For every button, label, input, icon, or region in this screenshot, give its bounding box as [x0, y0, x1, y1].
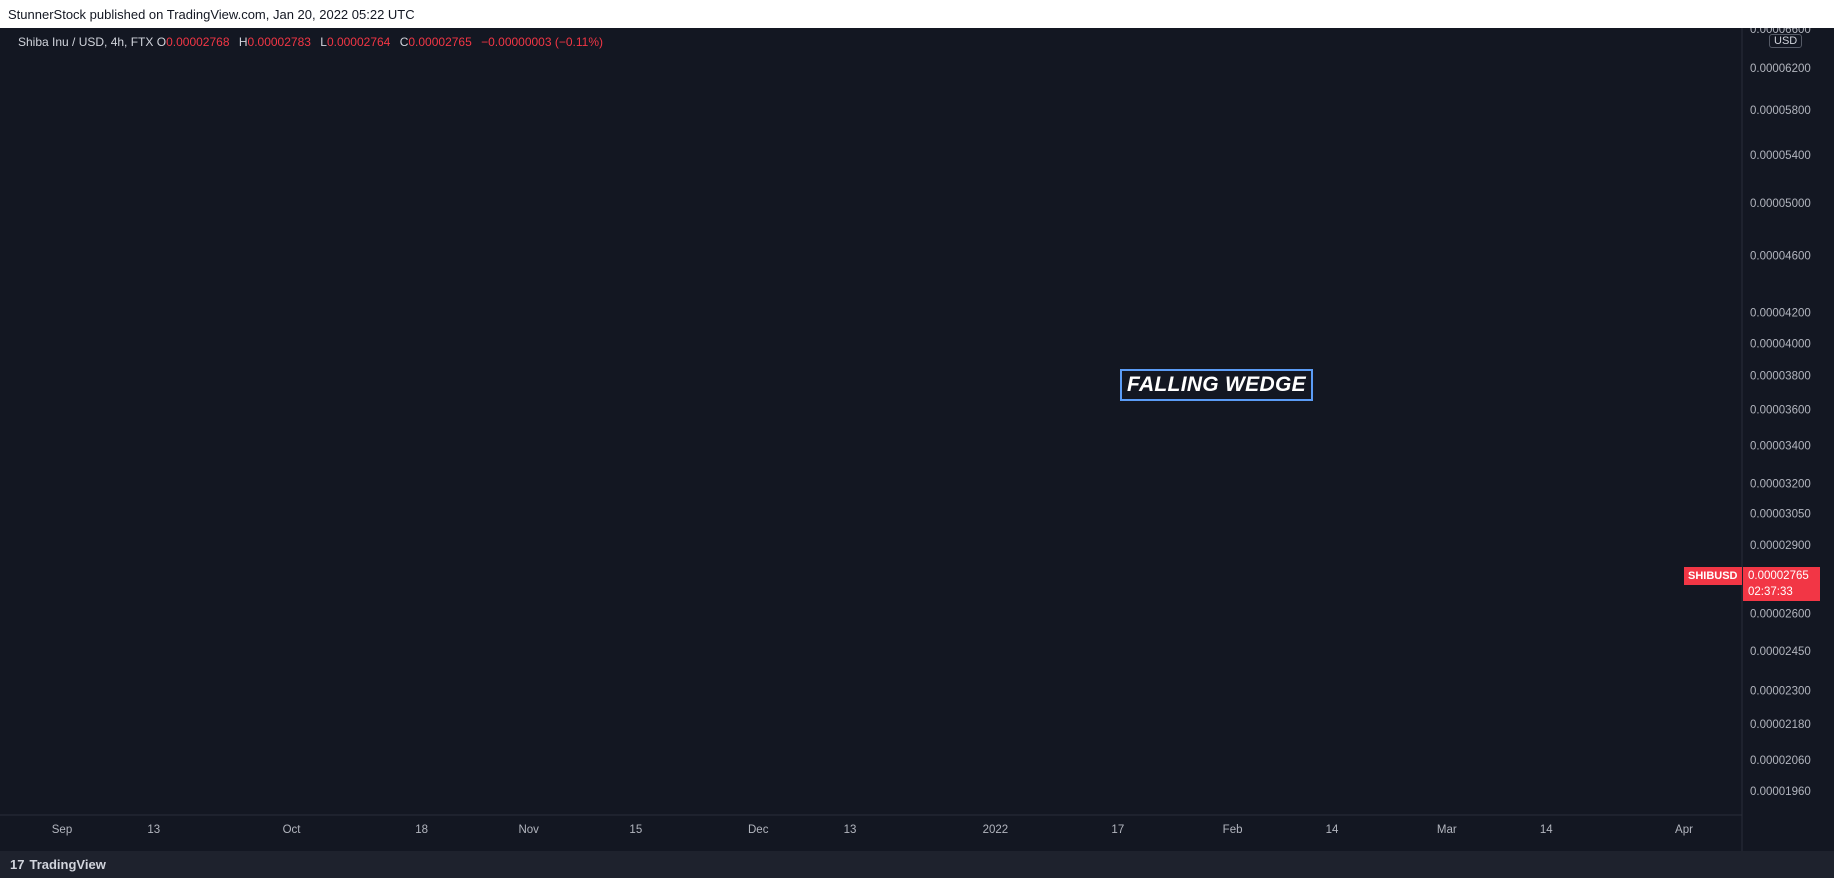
legend-open: 0.00002768 — [166, 35, 230, 49]
publisher-text: StunnerStock published on TradingView.co… — [8, 7, 415, 22]
legend-low: 0.00002764 — [326, 35, 391, 49]
y-tick-label: 0.00004600 — [1750, 251, 1811, 263]
x-tick-label: 13 — [844, 824, 857, 836]
legend-high-key: H — [238, 35, 248, 49]
last-price-value: 0.00002765 — [1748, 570, 1809, 582]
legend-symbol: Shiba Inu / USD, 4h, FTX — [18, 35, 154, 49]
last-price-symbol-tag: SHIBUSD — [1684, 567, 1742, 585]
ohlc-legend: Shiba Inu / USD, 4h, FTX O0.00002768 H0.… — [18, 35, 609, 49]
chart-pane[interactable]: 0.00006600 0.00006200 0.00005800 0.00005400… — [0, 28, 1834, 851]
x-tick-label: Apr — [1675, 824, 1693, 836]
y-tick-label: 0.00003200 — [1750, 478, 1811, 490]
tradingview-logo-icon: 17 — [10, 857, 25, 872]
falling-wedge-annotation[interactable]: FALLING WEDGE — [1120, 369, 1313, 401]
footer-bar: 17 TradingView — [0, 851, 1834, 878]
legend-close-key: C — [399, 35, 409, 49]
y-tick-label: 0.00003800 — [1750, 370, 1811, 382]
x-tick-label: 2022 — [983, 824, 1009, 836]
x-tick-label: 14 — [1326, 824, 1339, 836]
y-tick-label: 0.00003400 — [1750, 440, 1811, 452]
y-tick-label: 0.00002060 — [1750, 755, 1811, 767]
x-tick-label: Oct — [283, 824, 302, 836]
x-tick-label: Sep — [52, 824, 72, 836]
tradingview-logo[interactable]: 17 TradingView — [10, 857, 106, 872]
x-tick-label: 13 — [147, 824, 160, 836]
y-tick-label: 0.00005400 — [1750, 150, 1811, 162]
publisher-bar: StunnerStock published on TradingView.co… — [0, 0, 1834, 29]
brand-name: TradingView — [29, 857, 106, 872]
y-tick-label: 0.00002450 — [1750, 646, 1811, 658]
y-tick-label: 0.00004200 — [1750, 308, 1811, 320]
x-tick-label: 15 — [629, 824, 642, 836]
y-tick-label: 0.00004000 — [1750, 338, 1811, 350]
x-tick-label: 17 — [1111, 824, 1124, 836]
y-tick-label: 0.00003600 — [1750, 404, 1811, 416]
y-tick-label: 0.00005000 — [1750, 198, 1811, 210]
x-tick-label: 18 — [415, 824, 428, 836]
y-tick-label: 0.00001960 — [1750, 786, 1811, 798]
y-tick-label: 0.00002300 — [1750, 686, 1811, 698]
last-price-tag: 0.00002765 02:37:33 — [1743, 567, 1820, 601]
bar-countdown: 02:37:33 — [1748, 586, 1793, 598]
y-tick-label: 0.00006600 — [1750, 28, 1811, 36]
legend-open-key: O — [156, 35, 167, 49]
y-tick-label: 0.00002600 — [1750, 609, 1811, 621]
y-tick-label: 0.00006200 — [1750, 63, 1811, 75]
y-tick-label: 0.00003050 — [1750, 508, 1811, 520]
legend-low-key: L — [320, 35, 327, 49]
x-tick-label: Feb — [1223, 824, 1243, 836]
currency-badge[interactable]: USD — [1769, 34, 1803, 48]
y-tick-label: 0.00002180 — [1750, 719, 1811, 731]
x-tick-label: Dec — [748, 824, 769, 836]
x-tick-label: 14 — [1540, 824, 1553, 836]
candlestick-chart[interactable]: 0.00006600 0.00006200 0.00005800 0.00005400… — [0, 28, 1834, 851]
legend-change: −0.00000003 (−0.11%) — [481, 35, 603, 49]
legend-high: 0.00002783 — [247, 35, 311, 49]
x-tick-label: Mar — [1437, 824, 1457, 836]
y-tick-label: 0.00002900 — [1750, 540, 1811, 552]
legend-close: 0.00002765 — [408, 35, 472, 49]
y-tick-label: 0.00005800 — [1750, 105, 1811, 117]
x-tick-label: Nov — [518, 824, 539, 836]
